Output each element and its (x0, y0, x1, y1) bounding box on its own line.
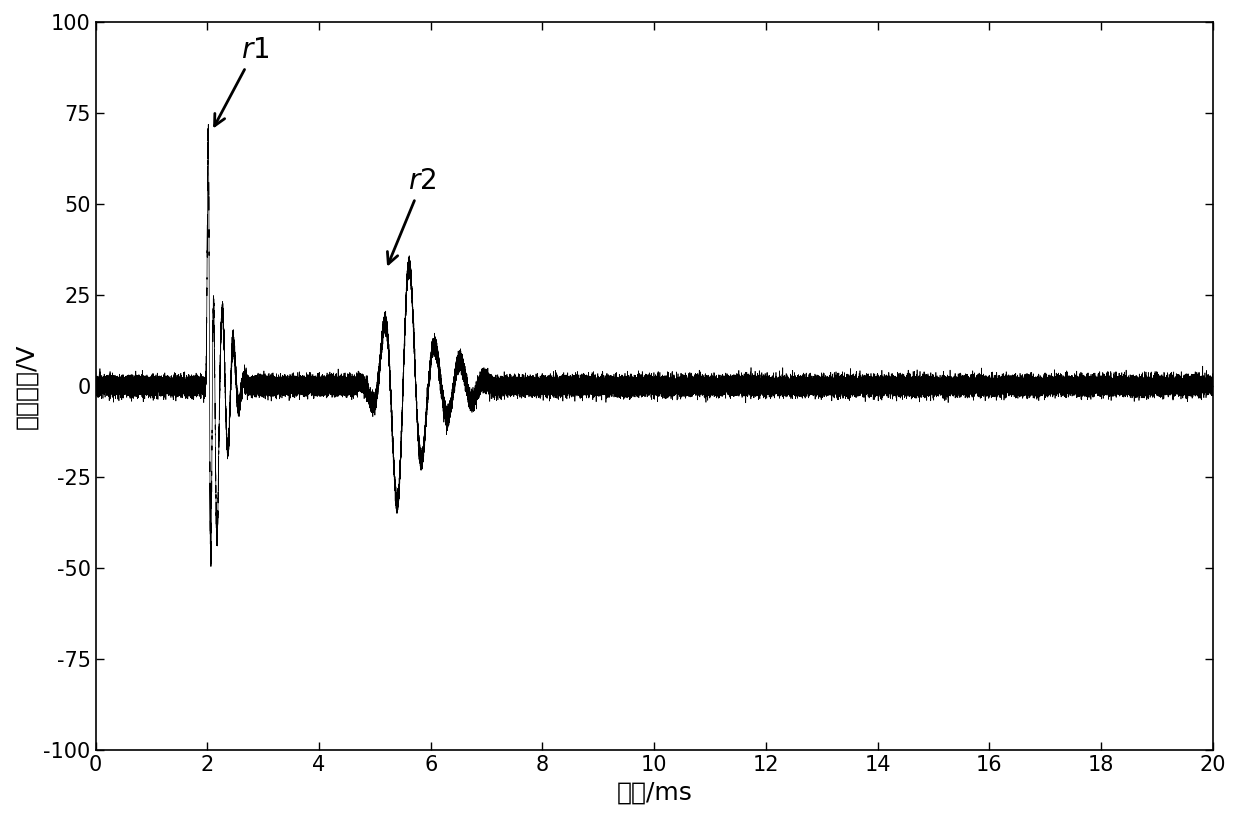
Text: $r2$: $r2$ (387, 168, 436, 264)
X-axis label: 时间/ms: 时间/ms (616, 780, 692, 804)
Text: $r1$: $r1$ (215, 36, 269, 126)
Y-axis label: 电压幅値/V: 电压幅値/V (14, 343, 38, 429)
